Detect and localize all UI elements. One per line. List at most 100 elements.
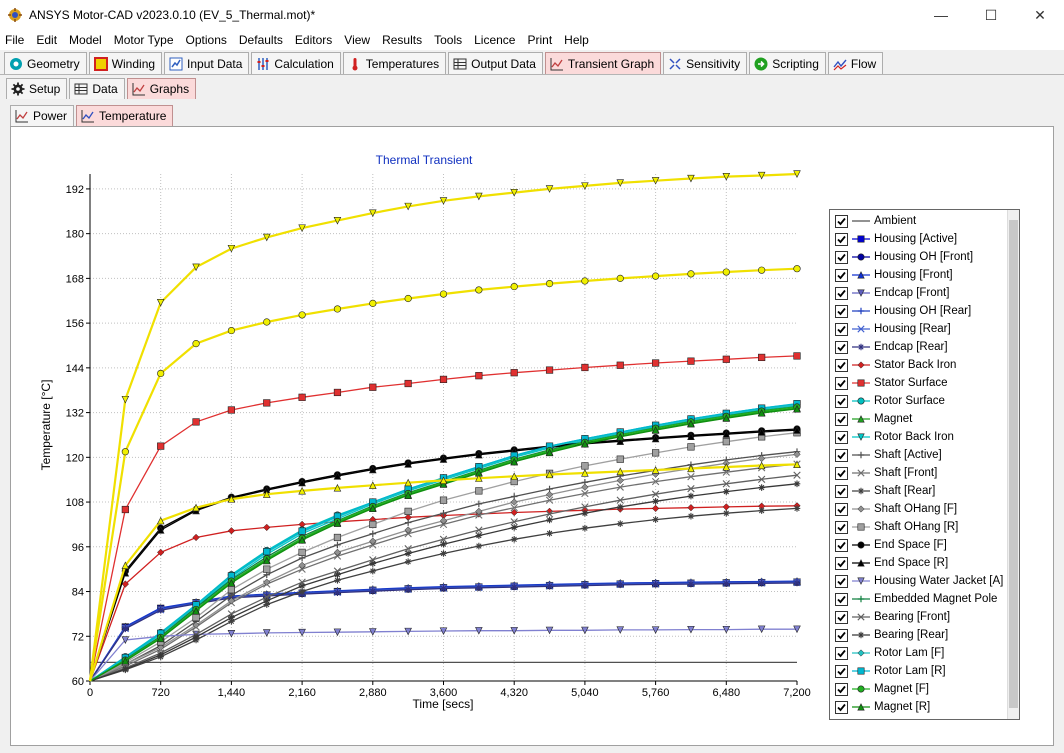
legend-item[interactable]: Shaft [Active] bbox=[830, 446, 1007, 464]
legend-item[interactable]: Embedded Magnet Pole bbox=[830, 590, 1007, 608]
legend-scrollbar-thumb[interactable] bbox=[1009, 220, 1018, 708]
main-tab-strip: Geometry Winding Input Data Calculation … bbox=[0, 51, 1064, 75]
legend-item[interactable]: Housing [Rear] bbox=[830, 320, 1007, 338]
legend-checkbox[interactable] bbox=[835, 322, 848, 336]
data-point bbox=[192, 606, 200, 615]
legend-item[interactable]: Ambient bbox=[830, 212, 1007, 230]
tab-data[interactable]: Data bbox=[69, 78, 125, 99]
legend-item[interactable]: Shaft [Front] bbox=[830, 464, 1007, 482]
maximize-button[interactable]: ☐ bbox=[984, 6, 998, 23]
menu-editors[interactable]: Editors bbox=[294, 33, 333, 47]
menu-file[interactable]: File bbox=[5, 33, 25, 47]
menu-licence[interactable]: Licence bbox=[474, 33, 516, 47]
legend-item[interactable]: Shaft [Rear] bbox=[830, 482, 1007, 500]
legend-checkbox[interactable] bbox=[835, 286, 848, 300]
legend-checkbox[interactable] bbox=[835, 502, 848, 516]
tab-geometry[interactable]: Geometry bbox=[4, 52, 87, 74]
legend-checkbox[interactable] bbox=[835, 646, 848, 660]
legend-checkbox[interactable] bbox=[835, 232, 848, 246]
tab-winding[interactable]: Winding bbox=[88, 52, 163, 74]
legend-item[interactable]: Housing [Active] bbox=[830, 230, 1007, 248]
menu-print[interactable]: Print bbox=[527, 33, 553, 47]
legend-item[interactable]: Bearing [Front] bbox=[830, 608, 1007, 626]
tab-calculation[interactable]: Calculation bbox=[251, 52, 341, 74]
legend-item[interactable]: Rotor Lam [F] bbox=[830, 644, 1007, 662]
legend-item[interactable]: Housing Water Jacket [A] bbox=[830, 572, 1007, 590]
legend-checkbox[interactable] bbox=[835, 592, 848, 606]
data-point bbox=[546, 583, 553, 590]
legend-item[interactable]: Endcap [Front] bbox=[830, 284, 1007, 302]
legend-item[interactable]: Magnet bbox=[830, 410, 1007, 428]
tab-temperature[interactable]: Temperature bbox=[76, 105, 174, 126]
legend-item[interactable]: Shaft OHang [F] bbox=[830, 500, 1007, 518]
legend-checkbox[interactable] bbox=[835, 520, 848, 534]
legend-checkbox[interactable] bbox=[835, 466, 848, 480]
legend-item[interactable]: Rotor Surface bbox=[830, 392, 1007, 410]
legend-scrollbar[interactable] bbox=[1007, 210, 1019, 719]
menu-tools[interactable]: Tools bbox=[434, 33, 463, 47]
legend-checkbox[interactable] bbox=[835, 358, 848, 372]
legend-checkbox[interactable] bbox=[835, 664, 848, 678]
close-button[interactable]: ✕ bbox=[1034, 6, 1046, 23]
legend-item[interactable]: Stator Surface bbox=[830, 374, 1007, 392]
checkmark-icon bbox=[837, 487, 846, 495]
legend-checkbox[interactable] bbox=[835, 700, 848, 714]
legend-item[interactable]: Shaft OHang [R] bbox=[830, 518, 1007, 536]
menu-defaults[interactable]: Defaults bbox=[238, 33, 283, 47]
tab-power[interactable]: Power bbox=[10, 105, 75, 126]
tab-temperatures[interactable]: Temperatures bbox=[342, 52, 447, 74]
legend-item[interactable]: Rotor Lam [R] bbox=[830, 662, 1007, 680]
legend-checkbox[interactable] bbox=[835, 538, 848, 552]
legend-checkbox[interactable] bbox=[835, 376, 848, 390]
legend-checkbox[interactable] bbox=[835, 394, 848, 408]
tab-setup[interactable]: Setup bbox=[6, 78, 68, 99]
legend-checkbox[interactable] bbox=[835, 214, 848, 228]
legend-symbol bbox=[852, 220, 870, 222]
menu-view[interactable]: View bbox=[344, 33, 371, 47]
legend-checkbox[interactable] bbox=[835, 682, 848, 696]
graph-icon bbox=[549, 56, 565, 72]
legend-checkbox[interactable] bbox=[835, 484, 848, 498]
legend-checkbox[interactable] bbox=[835, 556, 848, 570]
legend-item[interactable]: Bearing [Rear] bbox=[830, 626, 1007, 644]
tab-scripting[interactable]: Scripting bbox=[749, 52, 826, 74]
legend-checkbox[interactable] bbox=[835, 268, 848, 282]
legend-item[interactable]: Magnet [F] bbox=[830, 680, 1007, 698]
legend-checkbox[interactable] bbox=[835, 430, 848, 444]
legend-checkbox[interactable] bbox=[835, 448, 848, 462]
checkmark-icon bbox=[837, 505, 846, 513]
legend-checkbox[interactable] bbox=[835, 250, 848, 264]
legend-checkbox[interactable] bbox=[835, 628, 848, 642]
legend-item[interactable]: Housing OH [Front] bbox=[830, 248, 1007, 266]
menu-options[interactable]: Options bbox=[185, 33, 227, 47]
data-point bbox=[404, 550, 412, 557]
tab-sensitivity[interactable]: Sensitivity bbox=[663, 52, 748, 74]
legend-checkbox[interactable] bbox=[835, 304, 848, 318]
data-point bbox=[475, 487, 483, 495]
tab-graphs[interactable]: Graphs bbox=[126, 78, 197, 99]
tab-transient-graph[interactable]: Transient Graph bbox=[544, 52, 662, 74]
legend-item[interactable]: Endcap [Rear] bbox=[830, 338, 1007, 356]
legend-checkbox[interactable] bbox=[835, 340, 848, 354]
legend-item[interactable]: Housing [Front] bbox=[830, 266, 1007, 284]
legend-checkbox[interactable] bbox=[835, 610, 848, 624]
legend-item[interactable]: End Space [R] bbox=[830, 554, 1007, 572]
legend-item[interactable]: Rotor Back Iron bbox=[830, 428, 1007, 446]
menu-help[interactable]: Help bbox=[564, 33, 589, 47]
menu-edit[interactable]: Edit bbox=[36, 33, 58, 47]
legend-item[interactable]: Magnet [R] bbox=[830, 698, 1007, 716]
tab-output-data[interactable]: Output Data bbox=[448, 52, 543, 74]
minimize-button[interactable]: — bbox=[934, 7, 948, 23]
legend-checkbox[interactable] bbox=[835, 574, 848, 588]
menu-motor-type[interactable]: Motor Type bbox=[113, 33, 174, 47]
menu-model[interactable]: Model bbox=[69, 33, 102, 47]
tab-input-data[interactable]: Input Data bbox=[164, 52, 250, 74]
legend-item[interactable]: End Space [F] bbox=[830, 536, 1007, 554]
legend-item[interactable]: Stator Back Iron bbox=[830, 356, 1007, 374]
data-point bbox=[439, 496, 448, 504]
menu-results[interactable]: Results bbox=[382, 33, 423, 47]
tab-flow[interactable]: Flow bbox=[827, 52, 884, 74]
legend-checkbox[interactable] bbox=[835, 412, 848, 426]
legend-label: Rotor Surface bbox=[874, 395, 945, 407]
legend-item[interactable]: Housing OH [Rear] bbox=[830, 302, 1007, 320]
